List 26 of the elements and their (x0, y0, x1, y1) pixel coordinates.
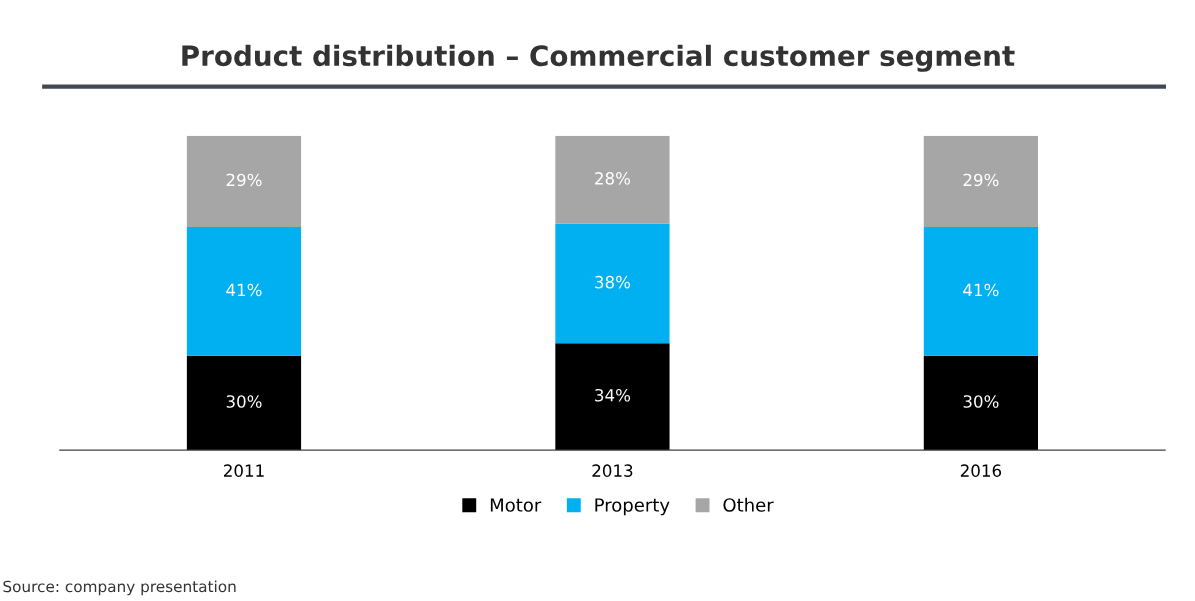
bar (186, 355, 302, 451)
bar (186, 226, 302, 356)
data-label: 30% (226, 395, 262, 408)
data-label: 29% (226, 173, 262, 187)
x-tick-label: 2013 (592, 464, 633, 477)
source-note: Source: company presentation (3, 580, 236, 596)
bar (923, 226, 1039, 356)
bar (555, 343, 670, 451)
legend-label: Motor (490, 498, 542, 512)
legend-label: Other (723, 497, 774, 512)
chart-title: Product distribution – Commercial customer segment (182, 44, 1015, 72)
data-label: 41% (963, 283, 999, 297)
x-tick-label: 2011 (223, 464, 264, 477)
legend-label: Property (595, 498, 670, 516)
data-label: 38% (595, 275, 631, 289)
bar (555, 223, 670, 344)
data-label: 29% (963, 173, 999, 187)
bar (923, 135, 1039, 227)
data-label: 41% (226, 283, 262, 297)
data-label: 30% (963, 395, 999, 408)
bar (186, 135, 302, 227)
x-tick-label: 2016 (960, 464, 1002, 477)
data-label: 34% (595, 388, 631, 402)
data-label: 28% (595, 172, 631, 185)
bar (555, 135, 670, 224)
bar (923, 355, 1039, 451)
